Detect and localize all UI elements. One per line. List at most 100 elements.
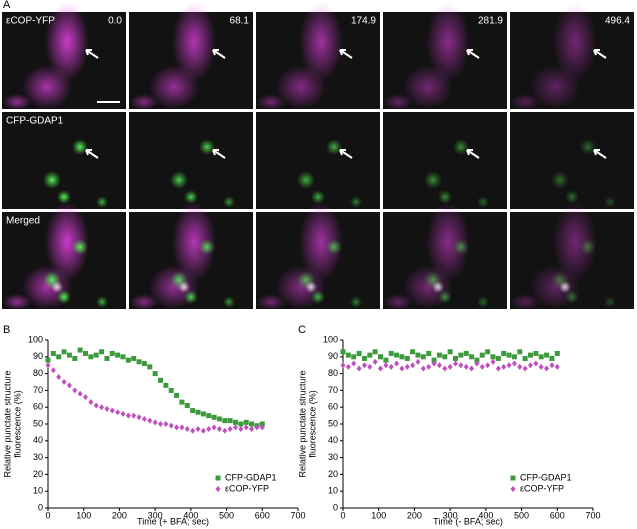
diamond-marker (511, 360, 517, 367)
y-tick-label: 50 (33, 418, 43, 428)
image-cell (383, 202, 507, 310)
x-tick-label: 400 (183, 510, 198, 520)
diamond-marker (99, 404, 105, 411)
diamond-marker (195, 426, 201, 433)
diamond-marker (528, 362, 533, 369)
legend-label: CFP-GDAP1 (520, 472, 572, 482)
diamond-marker (179, 424, 185, 431)
diamond-marker (104, 405, 110, 412)
diamond-marker (211, 424, 217, 431)
square-marker (227, 418, 233, 424)
diamond-marker (544, 365, 550, 372)
green-signal (96, 196, 108, 208)
green-signal (477, 296, 489, 308)
magenta-signal (130, 94, 158, 110)
diamond-marker (426, 363, 432, 370)
panel-label: C (298, 324, 306, 336)
magenta-signal (511, 94, 539, 110)
diamond-marker (495, 365, 501, 372)
panel-label: B (3, 324, 10, 336)
green-signal (438, 190, 452, 204)
square-marker (458, 352, 464, 358)
square-marker (538, 354, 544, 360)
magenta-signal (384, 94, 412, 110)
diamond-marker (77, 390, 83, 397)
arrow (593, 149, 607, 159)
diamond-marker (463, 363, 469, 370)
diamond-marker (83, 394, 88, 401)
square-marker (131, 355, 137, 361)
square-marker (361, 355, 367, 361)
diamond-marker (410, 362, 416, 369)
overlap-signal (51, 281, 63, 293)
square-marker (383, 357, 389, 363)
time-stamp: 281.9 (478, 16, 503, 27)
square-marker (115, 352, 121, 358)
square-marker (174, 392, 180, 398)
diamond-marker (394, 360, 400, 367)
legend-label: εCOP-YFP (520, 483, 564, 493)
arrow (212, 149, 226, 159)
x-tick-label: 200 (407, 510, 422, 520)
square-marker (511, 354, 517, 360)
channel-label: Merged (6, 216, 40, 227)
image-cell: 281.9 (383, 2, 507, 110)
magenta-signal (172, 202, 216, 282)
square-marker (495, 355, 501, 361)
diamond-marker (120, 410, 126, 417)
diamond-marker (190, 427, 196, 434)
diamond-marker (372, 358, 378, 365)
square-marker (216, 416, 222, 422)
diamond-marker (152, 419, 158, 426)
diamond-marker (56, 373, 62, 380)
diamond-marker (340, 362, 346, 369)
image-cell: 68.1 (129, 2, 253, 110)
y-tick-label: 100 (323, 334, 338, 344)
green-signal (297, 171, 315, 189)
y-tick-label: 80 (328, 368, 338, 378)
green-signal (580, 239, 596, 255)
diamond-marker (506, 362, 512, 369)
square-marker (404, 355, 410, 361)
square-marker (372, 349, 378, 355)
magenta-signal (530, 65, 580, 109)
green-signal (72, 139, 88, 155)
image-cell (383, 112, 507, 209)
channel-label: εCOP-YFP (6, 16, 55, 27)
green-signal (326, 139, 342, 155)
magenta-signal (384, 294, 412, 310)
green-signal (311, 290, 325, 304)
green-signal (223, 196, 235, 208)
image-cell: 496.4 (510, 2, 634, 110)
magenta-signal (299, 2, 343, 82)
green-signal (604, 296, 616, 308)
square-marker (415, 352, 421, 358)
y-tick-label: 10 (328, 486, 338, 496)
magenta-signal (257, 94, 285, 110)
diamond-marker (174, 424, 180, 431)
diamond-marker (141, 415, 147, 422)
legend-label: CFP-GDAP1 (225, 472, 277, 482)
square-marker (233, 419, 238, 425)
diamond-marker (158, 421, 163, 427)
diamond-marker (383, 362, 389, 369)
overlap-signal (432, 281, 444, 293)
diamond-marker (399, 365, 405, 372)
diamond-marker (420, 365, 426, 372)
green-signal (199, 239, 215, 255)
square-marker (474, 357, 480, 363)
diamond-marker (93, 402, 99, 409)
y-tick-label: 40 (33, 435, 43, 445)
diamond-marker (227, 426, 233, 433)
magenta-signal (299, 202, 343, 282)
y-tick-label: 0 (333, 502, 338, 512)
green-signal (551, 171, 569, 189)
diamond-marker (549, 362, 555, 369)
square-marker (485, 349, 491, 355)
diamond-marker (415, 358, 421, 365)
diamond-marker (206, 426, 212, 433)
diamond-marker (378, 365, 383, 372)
y-tick-label: 90 (328, 351, 338, 361)
square-marker (206, 413, 212, 419)
y-tick-label: 30 (328, 452, 338, 462)
